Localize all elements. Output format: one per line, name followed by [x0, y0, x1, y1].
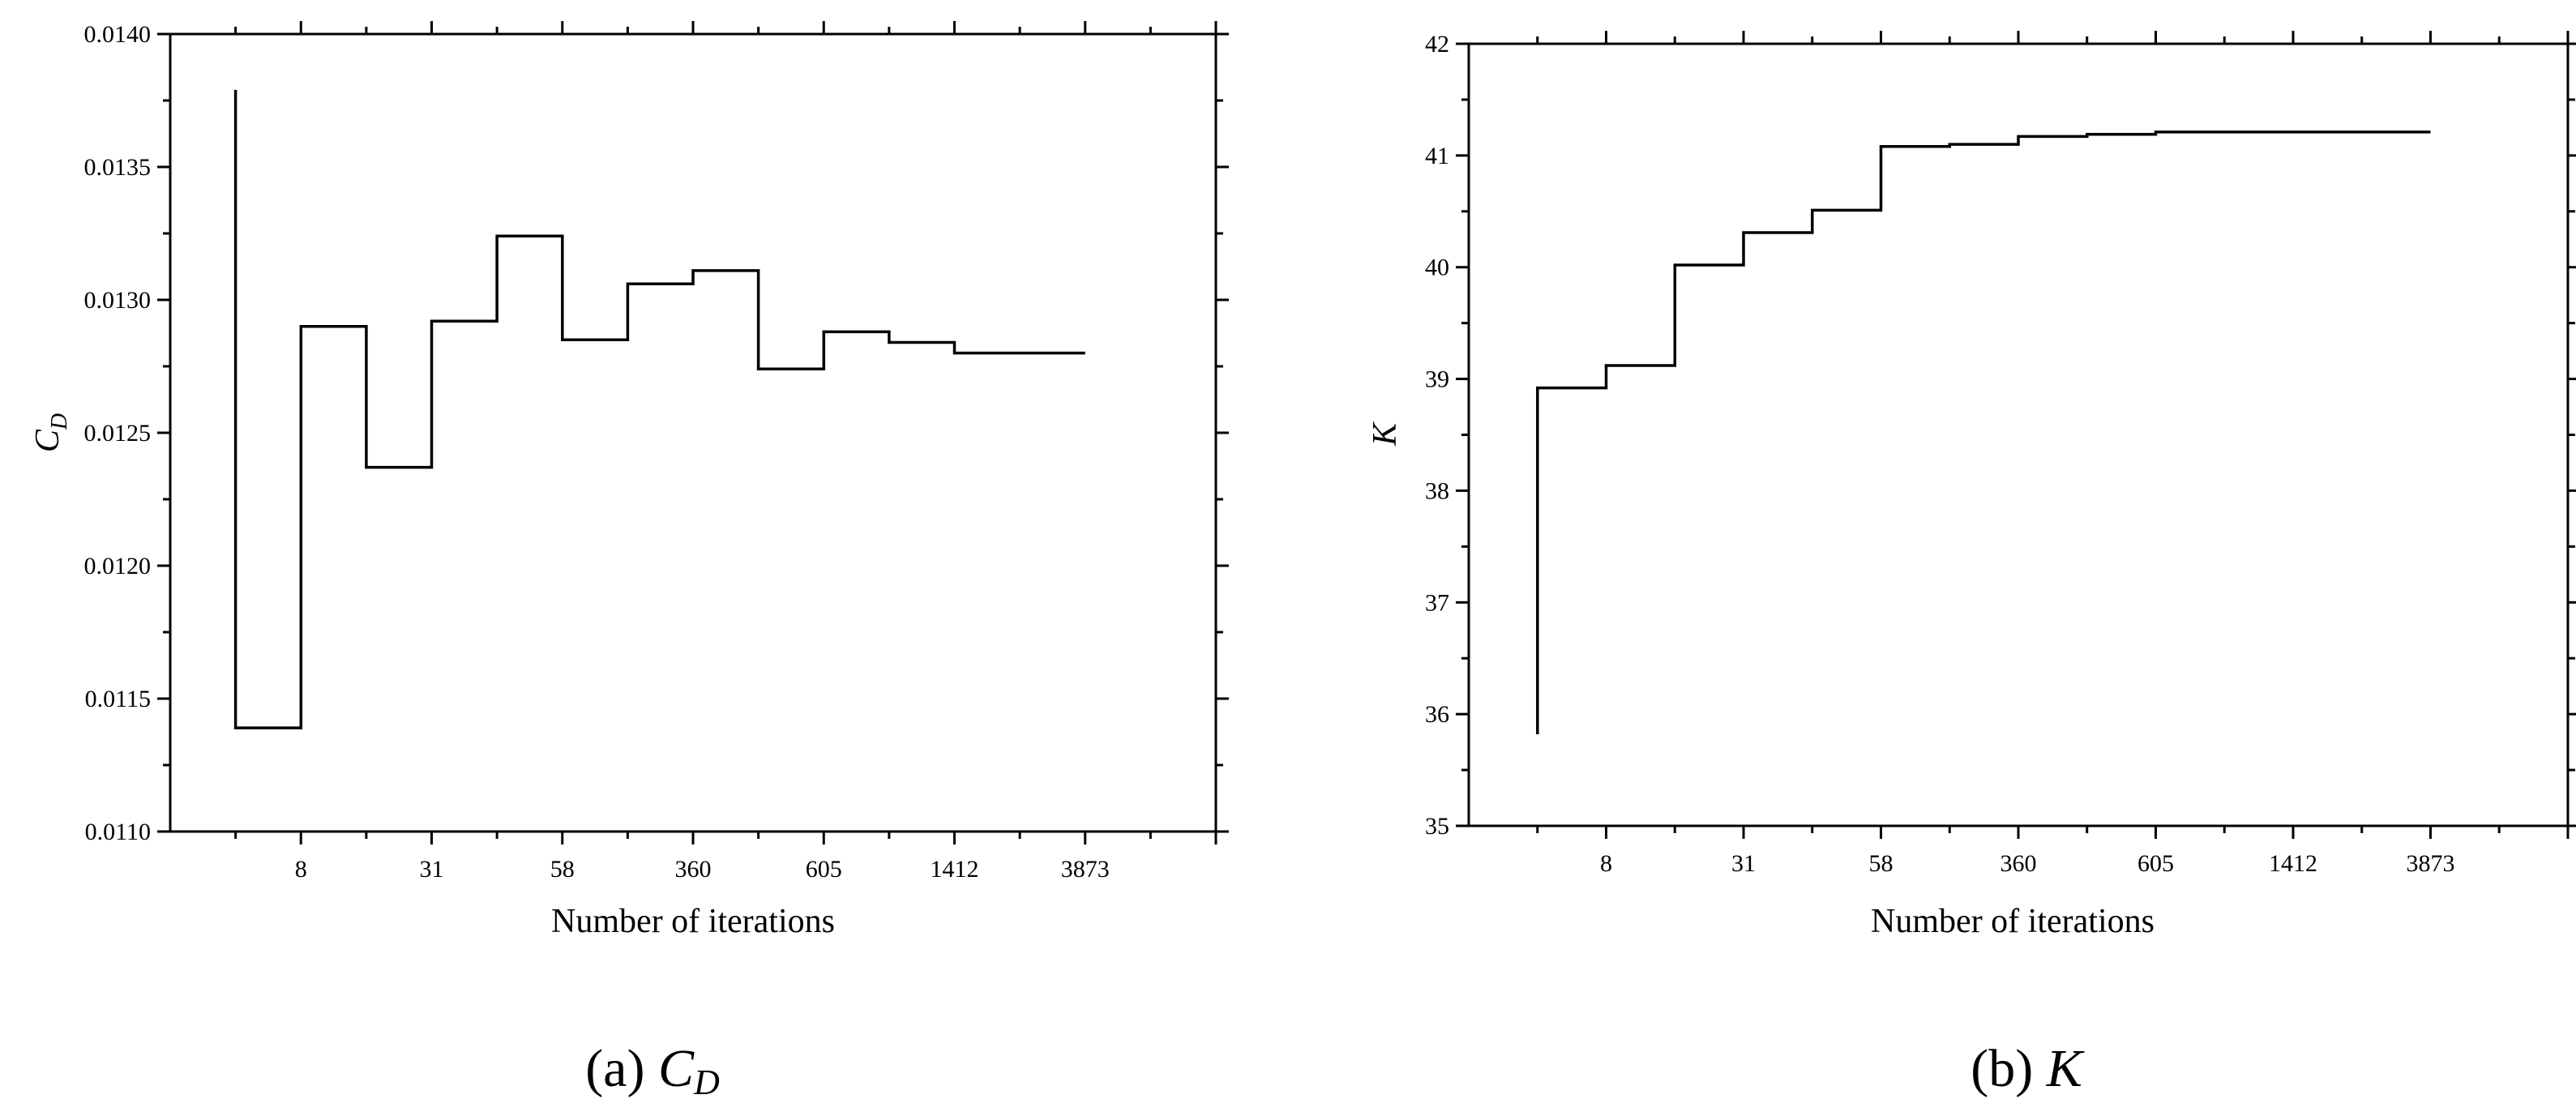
x-axis-ticks: 8 31 58 360 605 1412 3873 — [234, 21, 1217, 883]
caption-subscript: D — [693, 1063, 720, 1102]
y-tick-label: 39 — [1425, 366, 1449, 393]
x-tick-label: 3873 — [2407, 850, 2455, 877]
y-axis-title: CD — [29, 413, 72, 452]
caption-prefix: (a) — [585, 1039, 658, 1098]
x-tick-label: 360 — [675, 856, 712, 883]
y-axis-ticks: 0.0110 0.0115 0.0120 0.0125 0.0130 0.0135 0.01… — [84, 21, 1229, 845]
series-cd — [233, 89, 1085, 729]
x-tick-label: 58 — [550, 856, 575, 883]
caption-prefix: (b) — [1971, 1039, 2046, 1098]
chart-panel-cd: 0.0110 0.0115 0.0120 0.0125 0.0130 0.0135 0.01… — [29, 21, 1229, 1102]
y-axis-title-subscript: D — [47, 413, 72, 430]
y-tick-label: 0.0140 — [84, 21, 152, 48]
panel-caption: (a) CD — [585, 1039, 720, 1102]
plot-frame — [1467, 42, 2570, 827]
x-tick-label: 1412 — [931, 856, 979, 883]
x-axis-title: Number of iterations — [1871, 903, 2155, 940]
x-tick-label: 605 — [806, 856, 842, 883]
y-tick-label: 0.0125 — [84, 420, 152, 447]
y-axis-title-symbol: K — [1367, 421, 1404, 447]
series-line — [1536, 130, 2431, 734]
plot-frame — [169, 32, 1217, 833]
y-axis-title: K — [1367, 421, 1404, 447]
caption-symbol: C — [658, 1039, 695, 1098]
x-tick-label: 31 — [420, 856, 444, 883]
y-tick-label: 0.0110 — [85, 819, 151, 845]
y-axis-title-symbol: C — [29, 429, 66, 452]
x-axis-title: Number of iterations — [551, 903, 835, 940]
svg-text:K: K — [1367, 421, 1404, 447]
y-tick-label: 42 — [1425, 31, 1449, 58]
y-tick-label: 37 — [1425, 589, 1449, 616]
x-tick-label: 3873 — [1061, 856, 1110, 883]
y-tick-label: 36 — [1425, 701, 1449, 728]
y-tick-label: 0.0120 — [84, 553, 152, 579]
x-tick-label: 1412 — [2269, 850, 2317, 877]
y-tick-label: 40 — [1425, 254, 1449, 281]
chart-panel-k: 35 36 37 38 39 40 41 42 8 31 58 360 605 1412 3873 Num… — [1367, 31, 2576, 1098]
y-tick-label: 38 — [1425, 477, 1449, 504]
x-tick-label: 8 — [295, 856, 307, 883]
x-tick-label: 58 — [1869, 850, 1893, 877]
panel-caption: (b) K — [1971, 1039, 2084, 1098]
svg-text:CD: CD — [29, 413, 72, 452]
y-tick-label: 41 — [1425, 143, 1449, 169]
series-k — [1536, 130, 2431, 734]
x-tick-label: 8 — [1600, 850, 1612, 877]
y-axis-ticks: 35 36 37 38 39 40 41 42 — [1425, 31, 2576, 840]
y-tick-label: 35 — [1425, 813, 1449, 840]
caption-symbol: K — [2046, 1039, 2085, 1098]
y-tick-label: 0.0130 — [84, 287, 152, 314]
x-tick-label: 31 — [1731, 850, 1756, 877]
x-tick-label: 360 — [2000, 850, 2037, 877]
y-tick-label: 0.0115 — [85, 686, 151, 712]
x-axis-ticks: 8 31 58 360 605 1412 3873 — [1536, 31, 2570, 877]
x-tick-label: 605 — [2137, 850, 2174, 877]
y-tick-label: 0.0135 — [84, 154, 152, 181]
series-line — [233, 89, 1085, 729]
